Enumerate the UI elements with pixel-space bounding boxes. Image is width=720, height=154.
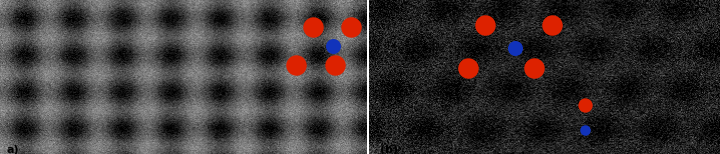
Text: H atom: H atom	[615, 125, 651, 135]
Point	[307, 26, 319, 28]
Point	[509, 47, 521, 49]
Point	[290, 63, 302, 66]
Point	[346, 26, 357, 28]
Text: Nb atom: Nb atom	[615, 100, 657, 110]
Text: (b): (b)	[380, 145, 398, 154]
Point	[546, 23, 557, 26]
Point	[480, 23, 491, 26]
Text: a): a)	[6, 145, 19, 154]
Point	[327, 45, 338, 47]
Point	[528, 67, 540, 69]
Point	[329, 63, 341, 66]
Point	[580, 129, 591, 131]
Point	[580, 103, 591, 106]
Point	[462, 67, 474, 69]
